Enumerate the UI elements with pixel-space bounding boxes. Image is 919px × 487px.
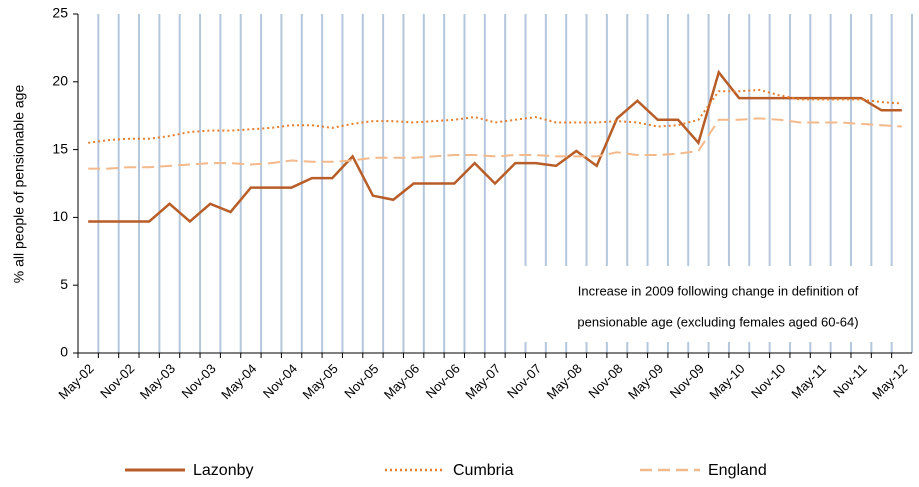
x-tick-label: May-10 xyxy=(706,361,747,402)
x-tick-label: May-07 xyxy=(462,361,503,402)
x-tick-label: May-12 xyxy=(869,361,910,402)
x-tick-label: Nov-08 xyxy=(585,361,625,401)
x-tick-label: Nov-03 xyxy=(179,361,219,401)
y-tick-label: 15 xyxy=(52,140,68,156)
x-tick-label: Nov-05 xyxy=(341,361,381,401)
x-tick-label: May-03 xyxy=(137,361,178,402)
series-line xyxy=(88,117,902,170)
x-tick-label: May-05 xyxy=(300,361,341,402)
legend-label: England xyxy=(708,462,767,479)
x-tick-label: Nov-04 xyxy=(260,361,300,401)
x-tick-label: May-08 xyxy=(544,361,585,402)
y-tick-label: 5 xyxy=(60,276,68,292)
y-axis-label: % all people of pensionable age xyxy=(11,85,27,284)
annotation: pensionable age (excluding females aged … xyxy=(577,314,858,329)
y-tick-label: 20 xyxy=(52,73,68,89)
x-tick-label: Nov-10 xyxy=(748,361,788,401)
legend-label: Lazonby xyxy=(193,462,254,479)
y-tick-label: 25 xyxy=(52,5,68,21)
x-tick-label: May-09 xyxy=(625,361,666,402)
annotation-box xyxy=(510,266,910,342)
x-tick-label: Nov-11 xyxy=(830,361,870,401)
x-tick-label: May-04 xyxy=(218,361,259,402)
x-tick-label: Nov-09 xyxy=(667,361,707,401)
y-tick-label: 10 xyxy=(52,208,68,224)
x-tick-label: Nov-07 xyxy=(504,361,544,401)
x-tick-label: Nov-06 xyxy=(423,361,463,401)
series-line xyxy=(88,88,902,144)
annotation: Increase in 2009 following change in def… xyxy=(578,283,859,298)
x-tick-label: May-11 xyxy=(788,361,829,402)
series-line xyxy=(88,69,902,224)
x-tick-label: Nov-02 xyxy=(97,361,137,401)
legend-label: Cumbria xyxy=(453,462,514,479)
x-tick-label: May-02 xyxy=(55,361,96,402)
x-tick-label: May-06 xyxy=(381,361,422,402)
y-tick-label: 0 xyxy=(60,344,68,360)
